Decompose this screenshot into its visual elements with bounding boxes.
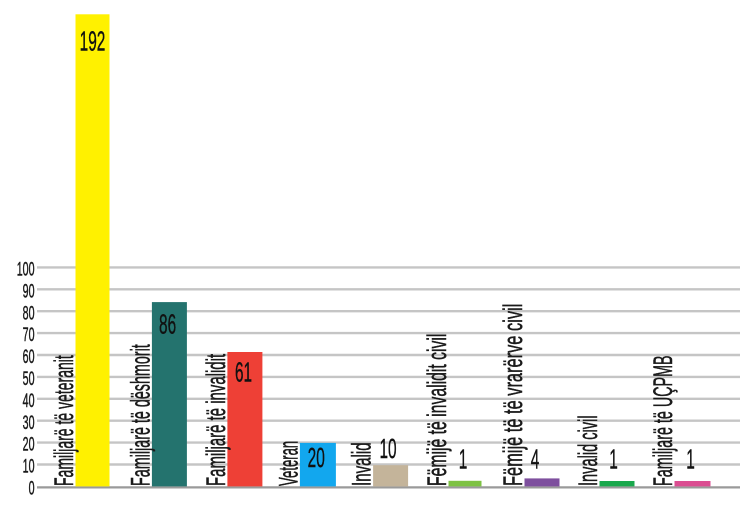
svg-text:90: 90 <box>23 281 35 302</box>
svg-text:10: 10 <box>23 457 35 478</box>
svg-text:Invalid: Invalid <box>346 442 377 486</box>
svg-text:Familjarë të veteranit: Familjarë të veteranit <box>49 355 79 486</box>
svg-text:20: 20 <box>308 442 325 473</box>
svg-text:Familjarë të invalidit: Familjarë të invalidit <box>200 354 231 486</box>
svg-text:80: 80 <box>23 303 35 324</box>
svg-text:61: 61 <box>235 357 252 388</box>
svg-text:0: 0 <box>29 478 35 499</box>
svg-text:10: 10 <box>379 433 396 464</box>
svg-text:20: 20 <box>23 435 35 456</box>
svg-text:50: 50 <box>23 369 35 390</box>
svg-text:1: 1 <box>459 444 468 475</box>
svg-text:4: 4 <box>531 444 540 475</box>
svg-text:Fëmijë të invalidit civil: Fëmijë të invalidit civil <box>422 334 453 486</box>
svg-text:60: 60 <box>23 347 35 368</box>
svg-text:1: 1 <box>609 444 618 475</box>
svg-text:30: 30 <box>23 413 35 434</box>
svg-text:Familjarë të dëshmorit: Familjarë të dëshmorit <box>124 344 155 486</box>
svg-text:100: 100 <box>17 259 35 280</box>
svg-text:Veteran: Veteran <box>275 441 304 486</box>
svg-text:86: 86 <box>159 309 176 340</box>
svg-text:Fëmijë të të vrarërve civil: Fëmijë të të vrarërve civil <box>498 304 528 486</box>
svg-text:Invalid civil: Invalid civil <box>572 415 603 486</box>
svg-text:70: 70 <box>23 325 35 346</box>
svg-text:192: 192 <box>80 26 106 57</box>
svg-text:40: 40 <box>23 391 35 412</box>
svg-text:Familjarë të UÇPMB: Familjarë të UÇPMB <box>647 355 678 486</box>
svg-text:1: 1 <box>686 444 695 475</box>
